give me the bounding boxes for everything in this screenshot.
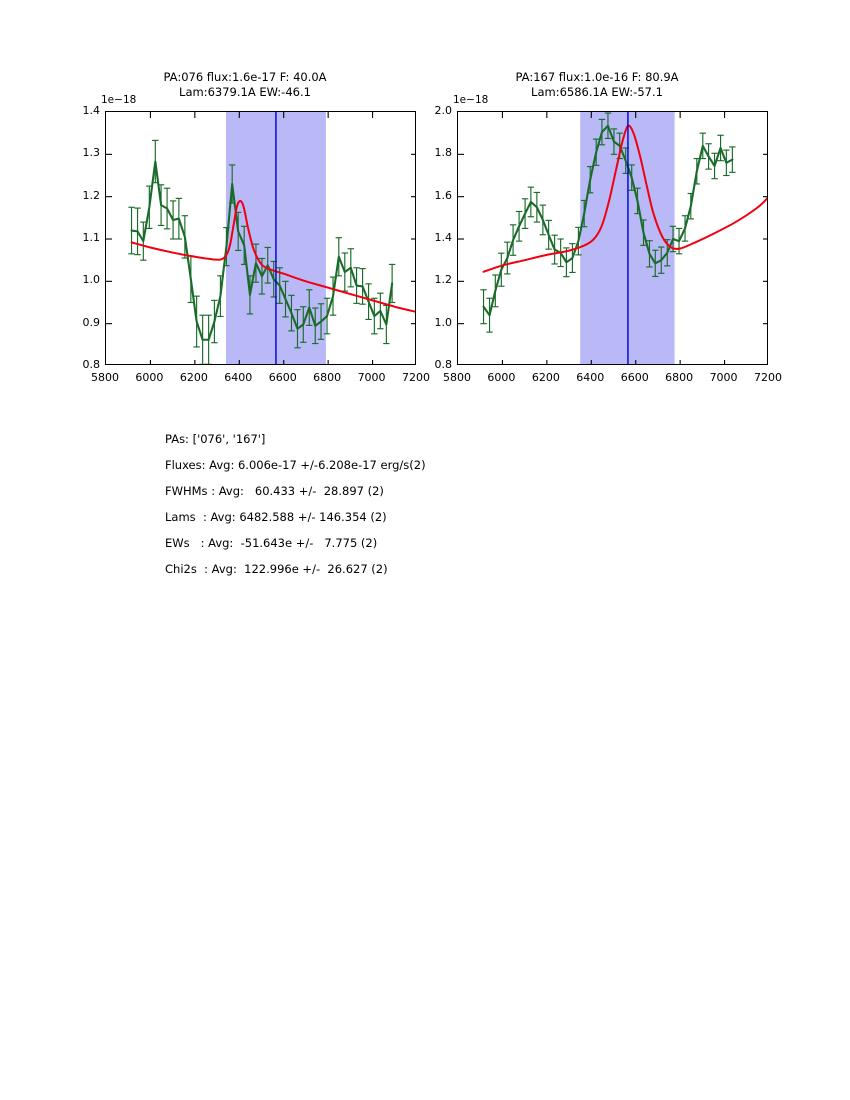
fit-curve (130, 199, 415, 313)
x-tick-label: 5800 (91, 371, 119, 384)
panel-pa-167-y-offset-label: 1e−18 (453, 94, 489, 106)
stats-line-pas: PAs: ['076', '167'] (165, 432, 266, 446)
x-tick-label: 6800 (313, 371, 342, 384)
panel-pa-076-title-line1: PA:076 flux:1.6e-17 F: 40.0A (163, 70, 327, 84)
panel-pa-167-axes[interactable] (457, 111, 768, 365)
y-tick-label: 1.8 (434, 146, 453, 160)
y-tick-label: 1.4 (82, 104, 101, 117)
x-tick-label: 7200 (754, 371, 782, 384)
y-tick-label: 1.3 (82, 146, 101, 160)
panel-pa-167-plot-area (458, 112, 767, 364)
x-tick-label: 6600 (620, 371, 649, 384)
panel-pa-076-axes[interactable] (105, 111, 416, 365)
y-tick-label: 1.2 (82, 188, 101, 202)
panel-pa-076: PA:076 flux:1.6e-17 F: 40.0A Lam:6379.1A… (60, 60, 431, 384)
y-tick-label: 1.0 (82, 273, 101, 287)
stats-line-chi2s: Chi2s : Avg: 122.996e +/- 26.627 (2) (165, 562, 388, 576)
stats-line-lams: Lams : Avg: 6482.588 +/- 146.354 (2) (165, 510, 387, 524)
panel-pa-167-title-line1: PA:167 flux:1.0e-16 F: 80.9A (515, 70, 679, 84)
y-tick-label: 0.9 (82, 315, 101, 329)
data-curve (130, 160, 394, 341)
y-tick-label: 0.8 (82, 358, 101, 371)
panel-pa-167-title-line2: Lam:6586.1A EW:-57.1 (531, 85, 663, 99)
y-tick-label: 1.0 (434, 315, 453, 329)
y-tick-label: 2.0 (434, 104, 453, 117)
x-tick-label: 6200 (179, 371, 208, 384)
stats-line-ews: EWs : Avg: -51.643e +/- 7.775 (2) (165, 536, 378, 550)
x-tick-label: 7000 (357, 371, 386, 384)
x-tick-label: 6400 (224, 371, 253, 384)
panel-pa-076-plot-area (106, 112, 415, 364)
y-tick-label: 1.6 (434, 188, 453, 202)
panel-pa-076-title-line2: Lam:6379.1A EW:-46.1 (179, 85, 311, 99)
x-tick-label: 6400 (576, 371, 605, 384)
x-tick-label: 6600 (268, 371, 297, 384)
y-tick-label: 0.8 (434, 358, 453, 371)
y-tick-label: 1.1 (82, 231, 101, 244)
data-curve (482, 124, 734, 317)
stats-line-fwhms: FWHMs : Avg: 60.433 +/- 28.897 (2) (165, 484, 384, 498)
x-tick-label: 6800 (665, 371, 694, 384)
x-tick-label: 6200 (531, 371, 560, 384)
summary-statistics-block: PAs: ['076', '167'] Fluxes: Avg: 6.006e-… (165, 432, 595, 582)
x-tick-label: 7200 (402, 371, 430, 384)
x-tick-label: 7000 (709, 371, 738, 384)
y-tick-label: 1.2 (434, 273, 453, 287)
stats-line-fluxes: Fluxes: Avg: 6.006e-17 +/-6.208e-17 erg/… (165, 458, 426, 472)
panel-pa-167: PA:167 flux:1.0e-16 F: 80.9A Lam:6586.1A… (412, 60, 783, 384)
x-tick-label: 6000 (487, 371, 516, 384)
x-tick-label: 6000 (135, 371, 164, 384)
panel-pa-076-y-offset-label: 1e−18 (101, 94, 137, 106)
y-tick-label: 1.4 (434, 231, 453, 244)
x-tick-label: 5800 (443, 371, 471, 384)
fit-curve (482, 124, 767, 273)
